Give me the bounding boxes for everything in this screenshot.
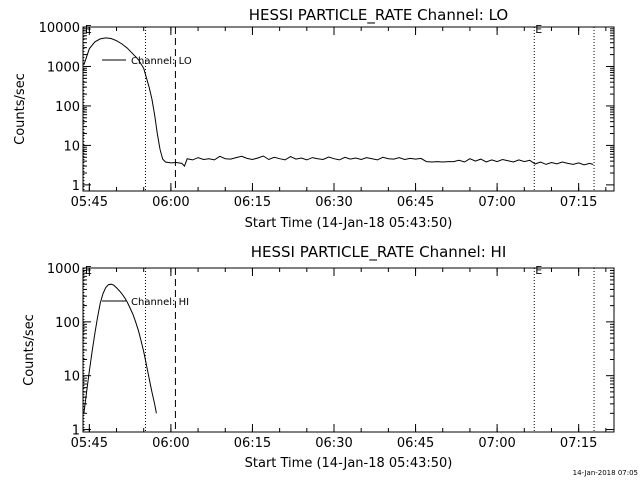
y-tick-label: 1000 [47, 60, 80, 75]
event-marker-label: E [535, 23, 542, 36]
chart-title: HESSI PARTICLE_RATE Channel: LO [249, 6, 508, 25]
x-tick-label: 06:45 [397, 436, 434, 451]
event-marker-label: E [85, 23, 92, 36]
x-tick-label: 07:15 [560, 195, 597, 210]
y-tick-label: 1 [72, 424, 80, 439]
x-tick-label: 05:45 [71, 436, 108, 451]
x-tick-label: 06:30 [315, 195, 352, 210]
x-tick-label: 06:45 [397, 195, 434, 210]
y-tick-label: 10000 [39, 21, 80, 36]
event-marker-label: E [535, 264, 542, 277]
y-tick-label: 10 [63, 370, 80, 385]
x-tick-label: 07:00 [478, 195, 515, 210]
y-axis-label: Counts/sec [13, 73, 28, 145]
lo-channel-series-line [83, 37, 594, 168]
x-tick-label: 07:00 [478, 436, 515, 451]
x-axis-label: Start Time (14-Jan-18 05:43:50) [245, 216, 453, 231]
x-axis-label: Start Time (14-Jan-18 05:43:50) [245, 456, 453, 471]
y-axis-label: Counts/sec [22, 314, 37, 386]
hi-channel-series-line [83, 283, 157, 414]
hi-channel-panel: HESSI PARTICLE_RATE Channel: HI Start Tim… [22, 243, 615, 471]
y-tick-label: 1000 [47, 262, 80, 277]
legend-label: Channel: HI [131, 297, 189, 308]
y-tick-label: 10 [63, 139, 80, 154]
y-tick-label: 100 [55, 100, 80, 115]
plot-frame [82, 26, 615, 192]
legend-label: Channel: LO [131, 56, 192, 67]
x-tick-label: 06:00 [152, 436, 189, 451]
x-tick-label: 06:30 [315, 436, 352, 451]
x-tick-label: 06:15 [234, 195, 271, 210]
x-tick-label: 07:15 [560, 436, 597, 451]
x-tick-label: 06:15 [234, 436, 271, 451]
y-tick-label: 100 [55, 316, 80, 331]
x-tick-label: 05:45 [71, 195, 108, 210]
x-tick-label: 06:00 [152, 195, 189, 210]
y-tick-label: 1 [72, 179, 80, 194]
lo-channel-panel: HESSI PARTICLE_RATE Channel: LO Start Tim… [13, 6, 615, 231]
event-marker-label: E [85, 264, 92, 277]
chart-title: HESSI PARTICLE_RATE Channel: HI [251, 243, 507, 262]
generation-timestamp: 14-Jan-2018 07:05 [573, 469, 638, 477]
